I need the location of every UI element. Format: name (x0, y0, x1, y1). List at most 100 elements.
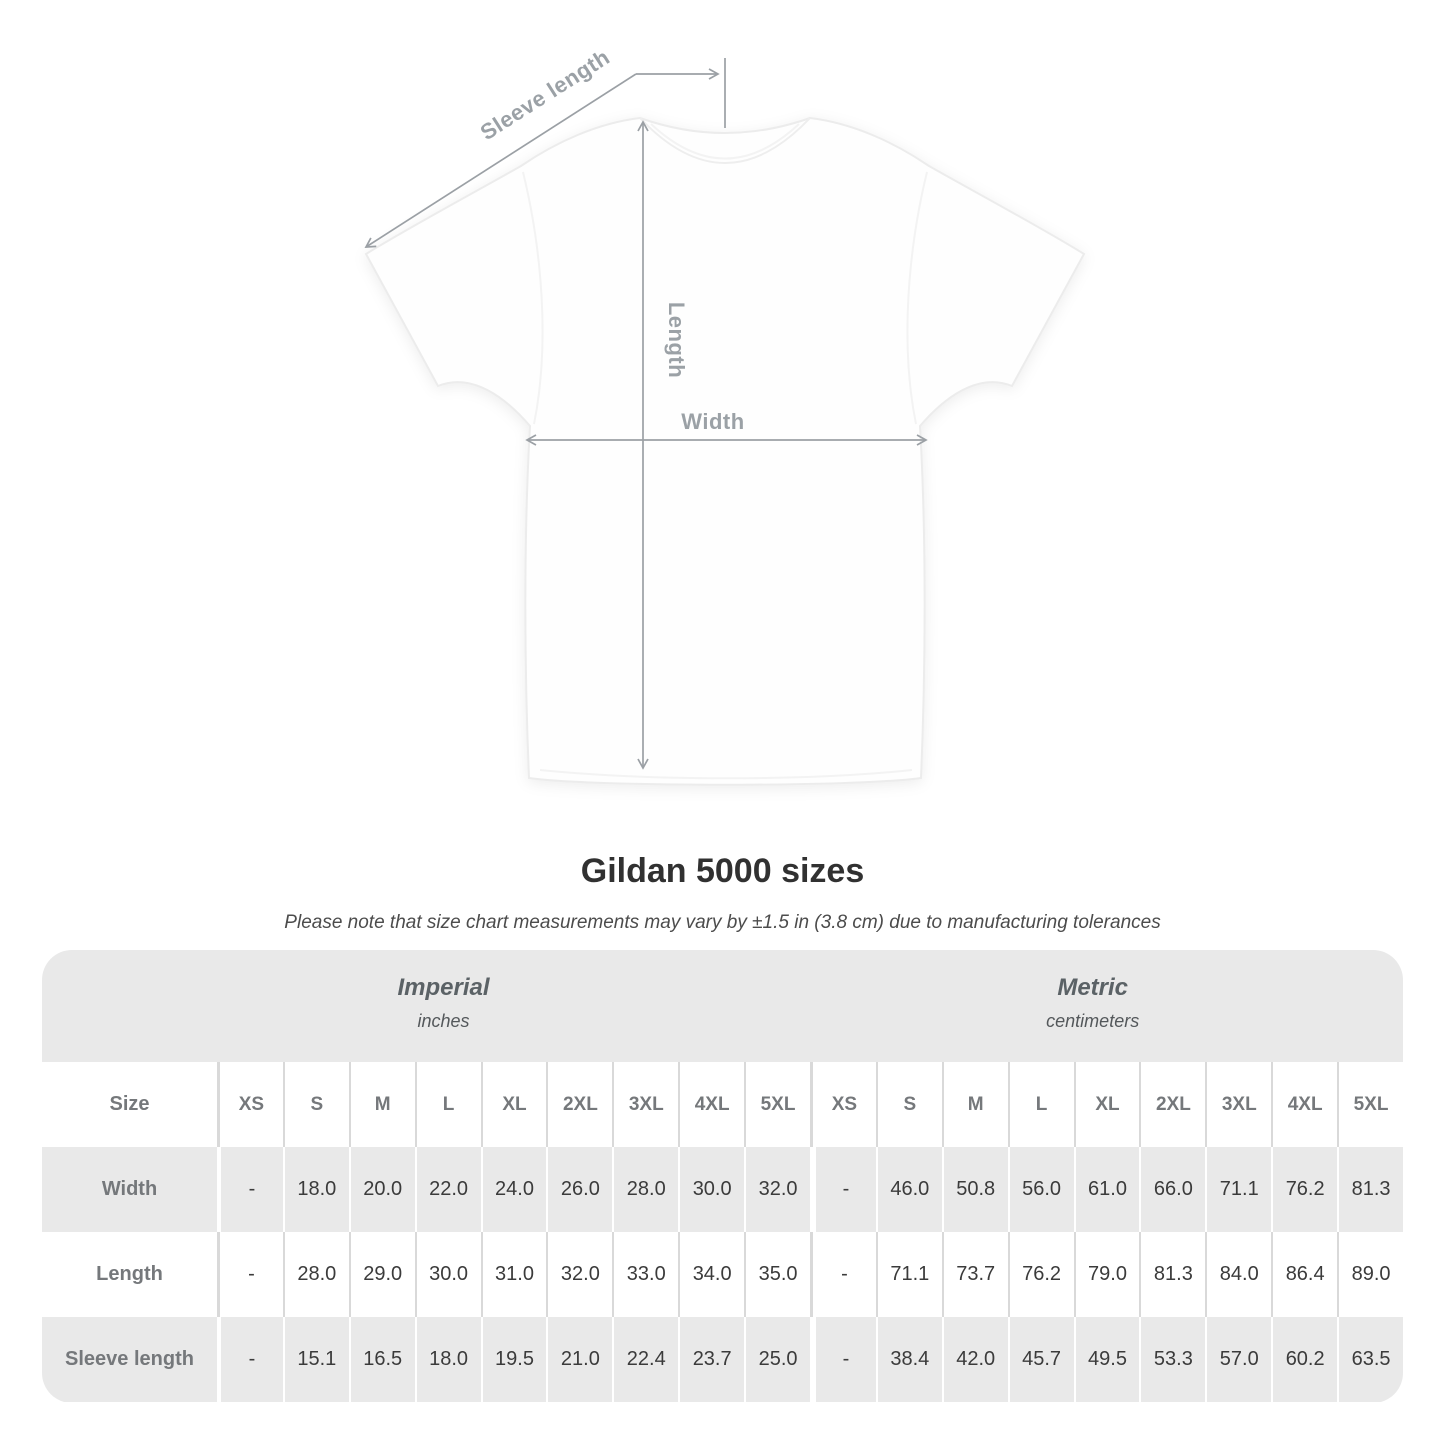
size-col-header: 5XL (744, 1062, 810, 1147)
value-cell: 81.3 (1337, 1147, 1403, 1232)
imperial-label: Imperial (397, 974, 490, 1001)
size-col-header: 5XL (1337, 1062, 1403, 1147)
left-sleeve-seam (522, 171, 544, 425)
size-table-rows: Size XS S M L XL 2XL 3XL 4XL 5XL XS S M L XL 2XL 3XL 4XL 5… (42, 1062, 1403, 1402)
value-cell: 32.0 (546, 1232, 612, 1317)
value-cell: 29.0 (348, 1232, 415, 1317)
size-table: Imperial inches Metric centimeters Size X… (42, 950, 1403, 1403)
tolerance-note: Please note that size chart measurements… (284, 912, 1161, 933)
value-cell: 86.4 (1271, 1232, 1337, 1317)
value-cell: 24.0 (480, 1147, 547, 1232)
value-cell: 46.0 (875, 1147, 942, 1232)
value-cell: 42.0 (941, 1317, 1008, 1402)
row-label: Length (96, 1263, 163, 1285)
length-label: Length (664, 302, 689, 378)
value-cell: 19.5 (480, 1317, 547, 1402)
hem-fold (539, 769, 913, 780)
value-cell: 84.0 (1205, 1232, 1271, 1317)
size-col-header: S (875, 1062, 942, 1147)
size-col-header: XS (809, 1062, 876, 1147)
size-col-header: 3XL (612, 1062, 678, 1147)
size-col-header: 2XL (546, 1062, 612, 1147)
value-cell: 71.1 (1205, 1147, 1271, 1232)
value-cell: 79.0 (1073, 1232, 1140, 1317)
collar-ribbing (650, 123, 800, 160)
measurement-row: Width -18.0 20.0 22.0 24.0 26.0 28.0 30.0 32.0-4… (42, 1147, 1403, 1232)
size-column-label: Size (109, 1093, 150, 1115)
sleeve-length-arrow (364, 73, 637, 248)
metric-section-header: Metric centimeters (1046, 974, 1139, 1032)
value-cell: 15.1 (282, 1317, 349, 1402)
dash-cell: - (217, 1317, 283, 1402)
measurement-row: Length -28.0 29.0 30.0 31.0 32.0 33.0 34.0 35.0-… (42, 1232, 1403, 1317)
value-cell: 63.5 (1337, 1317, 1403, 1402)
size-col-header: M (348, 1062, 415, 1147)
value-cell: 45.7 (1007, 1317, 1074, 1402)
value-cell: 60.2 (1271, 1317, 1337, 1402)
size-col-header: XL (480, 1062, 547, 1147)
value-cell: 71.1 (875, 1232, 942, 1317)
measurement-lines (364, 58, 928, 770)
row-label: Width (101, 1178, 158, 1200)
value-cell: 33.0 (612, 1232, 678, 1317)
width-label: Width (681, 409, 744, 434)
size-header-row: Size XS S M L XL 2XL 3XL 4XL 5XL XS S M L XL 2XL 3XL 4XL 5… (42, 1062, 1403, 1147)
value-cell: 38.4 (875, 1317, 942, 1402)
value-cell: 23.7 (678, 1317, 744, 1402)
measurement-row: Sleeve length -15.1 16.5 18.0 19.5 21.0 22.4 23… (42, 1317, 1403, 1402)
size-col-header: M (941, 1062, 1008, 1147)
size-col-header: XL (1073, 1062, 1140, 1147)
value-cell: 16.5 (348, 1317, 415, 1402)
value-cell: 89.0 (1337, 1232, 1403, 1317)
value-cell: 30.0 (678, 1147, 744, 1232)
value-cell: 57.0 (1205, 1317, 1271, 1402)
imperial-section-header: Imperial inches (397, 974, 489, 1032)
size-col-header: L (1007, 1062, 1074, 1147)
value-cell: 18.0 (282, 1147, 349, 1232)
value-cell: 50.8 (941, 1147, 1008, 1232)
collar-outline (639, 117, 811, 164)
dash-cell: - (809, 1317, 876, 1402)
row-label: Sleeve length (65, 1348, 194, 1370)
dash-cell: - (809, 1232, 876, 1317)
metric-label: Metric (1057, 974, 1129, 1001)
value-cell: 26.0 (546, 1147, 612, 1232)
value-cell: 34.0 (678, 1232, 744, 1317)
size-col-header: 3XL (1205, 1062, 1271, 1147)
value-cell: 22.0 (414, 1147, 481, 1232)
value-cell: 31.0 (480, 1232, 547, 1317)
unit-header-band: Imperial inches Metric centimeters (42, 950, 1403, 1062)
value-cell: 32.0 (744, 1147, 810, 1232)
value-cell: 56.0 (1007, 1147, 1074, 1232)
value-cell: 22.4 (612, 1317, 678, 1402)
value-cell: 25.0 (744, 1317, 810, 1402)
size-col-header: 2XL (1139, 1062, 1205, 1147)
tshirt-measurement-diagram: Sleeve length Length Width (364, 44, 1086, 786)
value-cell: 76.2 (1271, 1147, 1337, 1232)
value-cell: 49.5 (1073, 1317, 1140, 1402)
size-col-header: S (282, 1062, 349, 1147)
value-cell: 81.3 (1139, 1232, 1205, 1317)
value-cell: 73.7 (941, 1232, 1008, 1317)
right-sleeve-seam (906, 171, 928, 425)
value-cell: 53.3 (1139, 1317, 1205, 1402)
size-col-header: 4XL (678, 1062, 744, 1147)
page-title: Gildan 5000 sizes (580, 852, 865, 890)
dash-cell: - (809, 1147, 876, 1232)
value-cell: 28.0 (612, 1147, 678, 1232)
value-cell: 18.0 (414, 1317, 481, 1402)
value-cell: 30.0 (414, 1232, 481, 1317)
value-cell: 20.0 (348, 1147, 415, 1232)
inches-label: inches (417, 1011, 470, 1031)
value-cell: 61.0 (1073, 1147, 1140, 1232)
value-cell: 35.0 (744, 1232, 810, 1317)
value-cell: 66.0 (1139, 1147, 1205, 1232)
size-col-header: L (414, 1062, 481, 1147)
size-col-header: 4XL (1271, 1062, 1337, 1147)
centimeters-label: centimeters (1046, 1011, 1140, 1031)
value-cell: 21.0 (546, 1317, 612, 1402)
size-col-header: XS (217, 1062, 283, 1147)
value-cell: 76.2 (1007, 1232, 1074, 1317)
value-cell: 28.0 (282, 1232, 349, 1317)
